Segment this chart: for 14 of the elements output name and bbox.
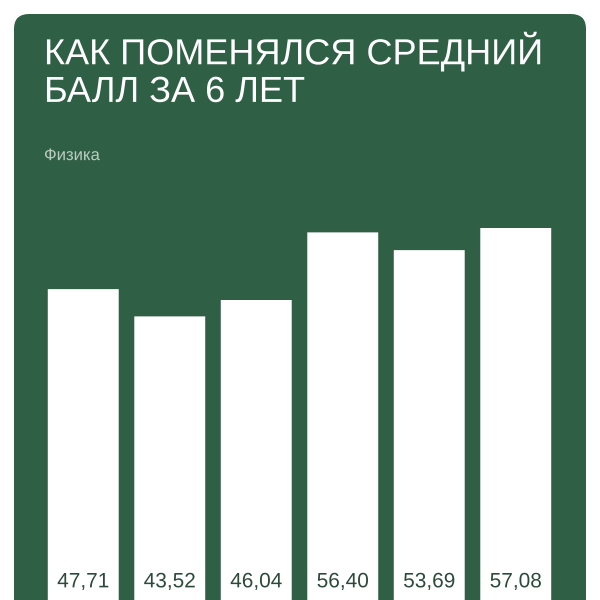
data-label: 47,71	[58, 573, 108, 590]
bar	[480, 228, 552, 600]
bar	[394, 250, 465, 600]
data-label: 56,40	[318, 572, 368, 590]
bar	[307, 232, 378, 600]
data-label: 46,04	[230, 572, 282, 590]
bar	[220, 300, 292, 600]
chart-subtitle: Физика	[44, 148, 100, 160]
data-label: 43,52	[144, 572, 195, 590]
chart-title: КАК ПОМЕНЯЛСЯ СРЕДНИЙ БАЛЛ ЗА 6 ЛЕТ	[46, 32, 540, 102]
data-label: 57,08	[490, 572, 541, 590]
bar	[48, 289, 119, 600]
data-label: 53,69	[404, 572, 454, 590]
bar	[134, 316, 206, 600]
